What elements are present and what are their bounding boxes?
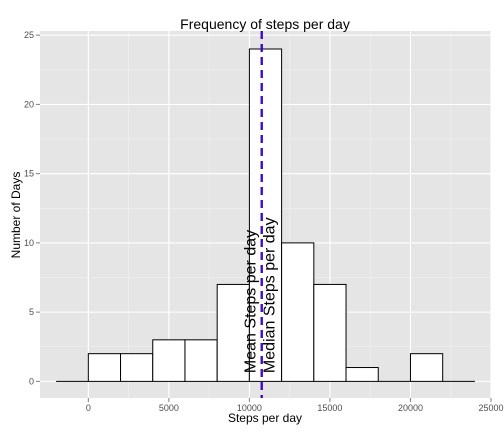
histogram-bar [152, 339, 186, 382]
histogram-bar [87, 353, 122, 382]
major-grid [40, 31, 492, 398]
x-tick-label: 5000 [159, 403, 179, 413]
x-axis-ticks: 0 5000 10000 15000 20000 25000 [86, 398, 504, 413]
y-tick-label: 0 [29, 376, 34, 386]
y-axis-label: Number of Days [9, 172, 23, 259]
y-tick-label: 10 [24, 238, 34, 248]
y-tick-label: 25 [24, 30, 34, 40]
x-tick-label: 15000 [317, 403, 342, 413]
x-tick-label: 20000 [398, 403, 423, 413]
histogram-bar [409, 353, 444, 382]
histogram-bar [184, 339, 218, 382]
histogram-bar [345, 367, 379, 382]
y-tick-label: 5 [29, 307, 34, 317]
histogram-bar [120, 353, 154, 382]
x-tick-label: 10000 [237, 403, 262, 413]
histogram-bar [248, 48, 283, 382]
bars [56, 48, 475, 382]
y-tick-label: 15 [24, 169, 34, 179]
y-tick-label: 20 [24, 99, 34, 109]
y-axis-ticks: 0 5 10 15 20 25 [24, 30, 40, 386]
chart-title: Frequency of steps per day [180, 16, 350, 32]
reference-line-labels: Mean Steps per day Median Steps per day [243, 217, 279, 373]
reference-line-label: Mean Steps per day [243, 230, 260, 373]
histogram-bar [281, 242, 315, 382]
x-tick-label: 25000 [478, 403, 503, 413]
histogram-bar [313, 283, 347, 382]
x-axis-label: Steps per day [228, 411, 302, 425]
reference-line-label: Median Steps per day [262, 217, 279, 373]
x-tick-label: 0 [86, 403, 91, 413]
